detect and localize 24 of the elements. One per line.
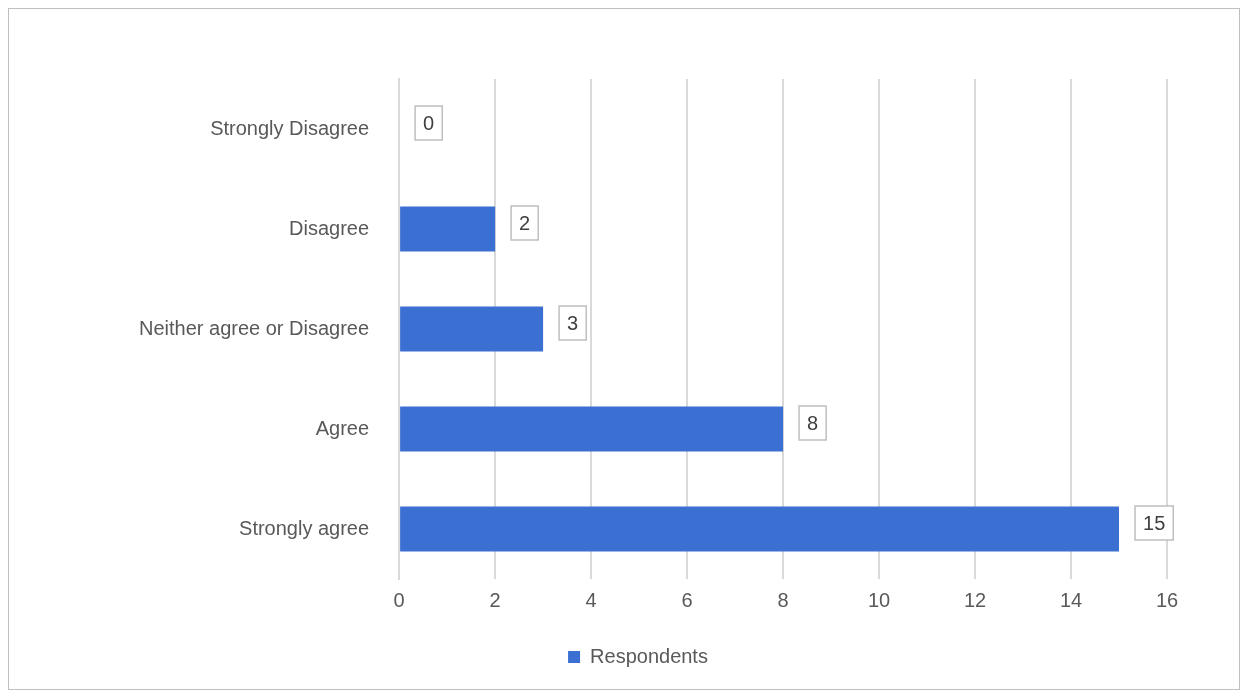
y-tick-label: Strongly Disagree <box>210 116 370 139</box>
x-tick-label: 12 <box>963 588 987 611</box>
bar <box>400 206 496 252</box>
x-tick-label: 10 <box>867 588 891 611</box>
legend-label: Respondents <box>590 644 708 667</box>
data-label: 8 <box>807 411 819 434</box>
y-tick-label: Disagree <box>289 216 370 239</box>
x-tick-label: 14 <box>1059 588 1083 611</box>
data-label: 3 <box>567 311 579 334</box>
data-label: 0 <box>423 111 435 134</box>
x-tick-label: 4 <box>585 588 597 611</box>
x-tick-label: 2 <box>489 588 501 611</box>
y-tick-label: Agree <box>315 416 370 439</box>
x-tick-label: 16 <box>1155 588 1179 611</box>
x-tick-label: 8 <box>777 588 789 611</box>
y-tick-label: Neither agree or Disagree <box>138 316 370 339</box>
bar <box>400 406 784 452</box>
data-label: 2 <box>519 211 531 234</box>
data-label: 15 <box>1143 511 1166 534</box>
bar <box>400 306 544 352</box>
x-tick-label: 0 <box>393 588 405 611</box>
bar <box>400 506 1120 552</box>
x-tick-label: 6 <box>681 588 693 611</box>
y-tick-label: Strongly agree <box>239 516 370 539</box>
